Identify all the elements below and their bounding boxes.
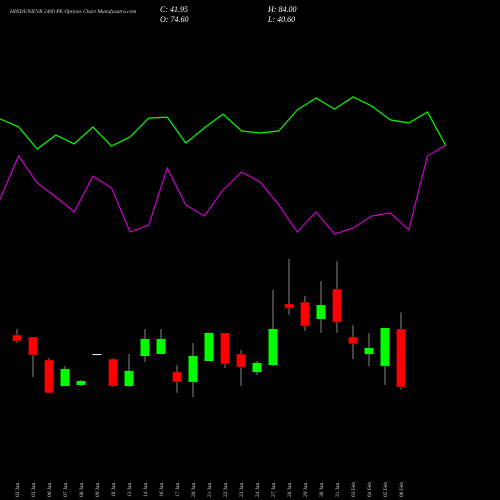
candle-body bbox=[76, 381, 86, 385]
candle-body bbox=[316, 305, 326, 320]
candle-body bbox=[300, 301, 310, 327]
candle-body bbox=[236, 353, 246, 368]
x-tick-label: 08 Jan bbox=[79, 483, 85, 497]
x-tick-label: 24 Jan bbox=[255, 483, 261, 497]
x-tick-label: 09 Jan bbox=[95, 483, 101, 497]
candle-body bbox=[44, 359, 54, 394]
x-tick-label: 10 Jan bbox=[111, 483, 117, 497]
candle-body bbox=[60, 368, 70, 387]
x-tick-label: 28 Jan bbox=[287, 483, 293, 497]
candle-body bbox=[12, 334, 22, 342]
x-tick-label: 22 Jan bbox=[223, 483, 229, 497]
candle-body bbox=[172, 371, 182, 383]
x-tick-label: 30 Jan bbox=[319, 483, 325, 497]
x-tick-label: 23 Jan bbox=[239, 483, 245, 497]
x-tick-label: 17 Jan bbox=[175, 483, 181, 497]
candle-body bbox=[396, 328, 406, 388]
x-tick-label: 05 Feb bbox=[383, 482, 389, 497]
x-tick-label: 03 Jan bbox=[31, 483, 37, 497]
candle-body bbox=[380, 327, 390, 366]
x-tick-label: 03 Feb bbox=[351, 482, 357, 497]
x-tick-label: 06 Jan bbox=[47, 483, 53, 497]
low-label: L: 40.60 bbox=[267, 15, 295, 24]
candle-body bbox=[140, 339, 150, 356]
x-tick-label: 04 Feb bbox=[367, 482, 373, 497]
x-tick-label: 20 Jan bbox=[191, 483, 197, 497]
chart-title: HINDUNILVR 2400 PE Options Chart Munafas… bbox=[9, 8, 136, 15]
candle-body bbox=[220, 332, 230, 365]
x-tick-label: 16 Jan bbox=[159, 483, 165, 497]
candle-body bbox=[28, 336, 38, 356]
x-tick-label: 29 Jan bbox=[303, 483, 309, 497]
candle-body bbox=[284, 303, 294, 309]
open-label: O: 74.60 bbox=[160, 15, 188, 24]
candle-body bbox=[188, 355, 198, 382]
x-tick-label: 14 Jan bbox=[143, 483, 149, 497]
indicator-line bbox=[0, 96, 447, 150]
candle-body bbox=[268, 329, 278, 366]
high-label: H: 84.00 bbox=[267, 5, 296, 14]
close-label: C: 41.95 bbox=[160, 5, 188, 14]
x-tick-label: 21 Jan bbox=[207, 483, 213, 497]
candle-body bbox=[92, 354, 102, 356]
candle-body bbox=[364, 348, 374, 355]
candle-body bbox=[108, 358, 118, 387]
candle-body bbox=[348, 336, 358, 345]
x-tick-label: 07 Jan bbox=[63, 483, 69, 497]
candle-body bbox=[204, 332, 214, 361]
candle-body bbox=[124, 370, 134, 387]
candle-body bbox=[156, 339, 166, 355]
x-tick-label: 06 Feb bbox=[399, 482, 405, 497]
indicator-line bbox=[0, 144, 447, 235]
x-tick-label: 27 Jan bbox=[271, 483, 277, 497]
x-tick-label: 31 Jan bbox=[335, 483, 341, 497]
candle-body bbox=[252, 362, 262, 372]
x-tick-label: 02 Jan bbox=[15, 483, 21, 497]
candle-body bbox=[332, 288, 342, 323]
x-tick-label: 13 Jan bbox=[127, 483, 133, 497]
